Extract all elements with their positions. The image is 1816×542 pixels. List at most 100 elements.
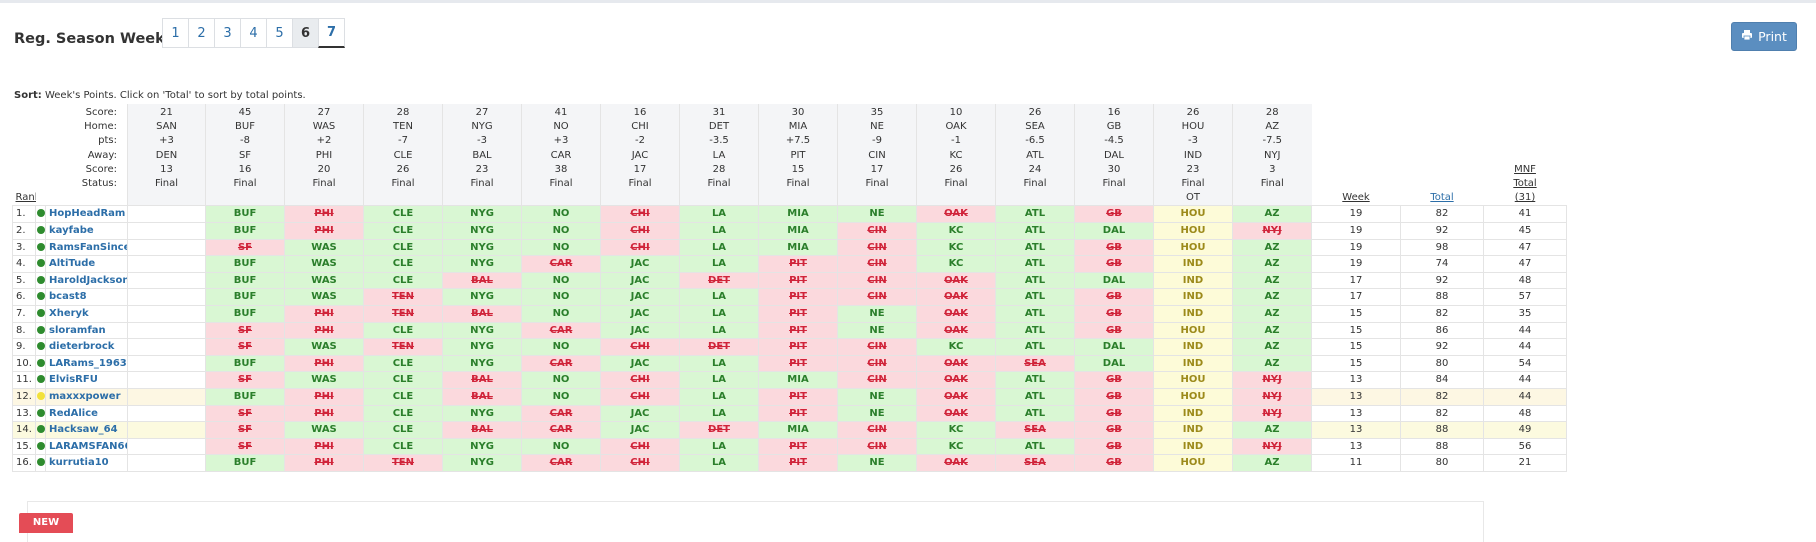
game-status2 — [129, 191, 206, 205]
game1-pick-cell — [127, 238, 206, 257]
player-name-link[interactable]: ElvisRFU — [45, 371, 128, 389]
player-name-link[interactable]: Hacksaw_64 — [45, 421, 128, 439]
pick-cell: IND — [1153, 255, 1233, 273]
game-status: Final — [1023, 178, 1047, 190]
game-header-13: 16 GB -4.5 DAL 30 Final — [1074, 104, 1154, 206]
pick-cell: CHI — [600, 371, 680, 389]
new-badge: NEW — [19, 513, 73, 533]
pick-cell: PHI — [284, 437, 364, 456]
player-name-link[interactable]: LARAMSFAN66 — [45, 437, 128, 456]
pick-cell: CHI — [600, 437, 680, 456]
week-selector-label: Reg. Season Week: — [14, 31, 171, 47]
week-points: 19 — [1311, 222, 1401, 240]
pick-cell: CLE — [363, 437, 443, 456]
total-sort-link[interactable]: Total — [1430, 192, 1454, 204]
pick-cell: CIN — [837, 238, 917, 257]
status-dot-cell — [35, 371, 46, 389]
pick-cell: AZ — [1232, 304, 1312, 323]
week-tab-1[interactable]: 1 — [162, 18, 189, 48]
week-tab-3[interactable]: 3 — [214, 18, 241, 48]
pick-cell: AZ — [1232, 238, 1312, 257]
total-points: 92 — [1400, 338, 1484, 356]
mnf-total: 44 — [1483, 371, 1567, 389]
pick-cell: LA — [679, 255, 759, 273]
week-points: 15 — [1311, 338, 1401, 356]
game-hs: 31 — [712, 107, 726, 118]
row-label-away: Away: — [87, 149, 117, 161]
week-tab-4[interactable]: 4 — [240, 18, 267, 48]
player-name-link[interactable]: dieterbrock — [45, 338, 128, 356]
pick-cell: ATL — [995, 387, 1075, 406]
pick-cell: IND — [1153, 338, 1233, 356]
week-tab-5[interactable]: 5 — [266, 18, 293, 48]
total-points: 82 — [1400, 304, 1484, 323]
pick-cell: PIT — [758, 387, 838, 406]
week-tab-2[interactable]: 2 — [188, 18, 215, 48]
row-label-score-home: Score: — [85, 107, 117, 118]
pick-cell: LA — [679, 354, 759, 373]
week-points: 19 — [1311, 255, 1401, 273]
pick-cell: WAS — [284, 255, 364, 273]
pick-cell: PIT — [758, 338, 838, 356]
pick-cell: WAS — [284, 271, 364, 290]
week-points: 11 — [1311, 454, 1401, 472]
week-points: 17 — [1311, 271, 1401, 290]
player-name-link[interactable]: Xheryk — [45, 304, 128, 323]
week-tab-7[interactable]: 7 — [318, 18, 345, 48]
player-name-header: Player Name — [46, 191, 118, 205]
game-pts: -1 — [951, 135, 961, 147]
pick-cell: DAL — [1074, 222, 1154, 240]
mnf-total: 48 — [1483, 271, 1567, 290]
status-dot-header — [35, 104, 46, 206]
game-home: NYG — [471, 121, 493, 133]
game-status: Final — [312, 178, 336, 190]
pick-cell: NYG — [442, 288, 522, 306]
game-status: Final — [391, 178, 415, 190]
total-points: 74 — [1400, 255, 1484, 273]
pick-cell: BAL — [442, 371, 522, 389]
player-name-link[interactable]: LARams_1963 — [45, 354, 128, 373]
game-as: 3 — [1269, 163, 1276, 175]
player-row: 7. Xheryk BUF PHI TEN BAL NO JAC LA PIT NE OAK ATL GB… — [12, 304, 1567, 323]
player-name-link[interactable]: RamsFanSince82 — [45, 238, 128, 257]
player-name-link[interactable]: AltiTude — [45, 255, 128, 273]
week-header[interactable]: Week — [1342, 192, 1370, 204]
player-name-link[interactable]: maxxxpower — [45, 387, 128, 406]
pick-cell: KC — [916, 255, 996, 273]
pick-cell: SF — [205, 404, 285, 423]
game-hs: 41 — [554, 107, 568, 118]
player-name-link[interactable]: bcast8 — [45, 288, 128, 306]
status-dot-cell — [35, 238, 46, 257]
mnf-total: 45 — [1483, 222, 1567, 240]
player-name-link[interactable]: RedAlice — [45, 404, 128, 423]
player-name-link[interactable]: kurrutia10 — [45, 454, 128, 472]
game-status: Final — [233, 178, 257, 190]
game-pts: +2 — [316, 135, 332, 147]
game-status2 — [760, 191, 838, 205]
player-name-link[interactable]: HopHeadRam — [45, 205, 128, 224]
pick-cell: PIT — [758, 304, 838, 323]
player-name-link[interactable]: HaroldJackson29 — [45, 271, 128, 290]
pick-cell: NO — [521, 387, 601, 406]
pick-cell: NO — [521, 304, 601, 323]
pick-cell: ATL — [995, 238, 1075, 257]
game-status2 — [1234, 191, 1312, 205]
player-name-link[interactable]: sloramfan — [45, 321, 128, 340]
week-tab-6[interactable]: 6 — [292, 18, 319, 48]
game-hs: 28 — [396, 107, 410, 118]
game-status2 — [523, 191, 601, 205]
pick-cell: ATL — [995, 304, 1075, 323]
week-header-cell: Week — [1311, 104, 1401, 206]
game1-pick-cell — [127, 304, 206, 323]
player-name-link[interactable]: kayfabe — [45, 222, 128, 240]
pick-cell: SF — [205, 238, 285, 257]
pick-cell: MIA — [758, 371, 838, 389]
pick-cell: LA — [679, 371, 759, 389]
print-button[interactable]: Print — [1731, 22, 1797, 51]
game-home: SAN — [156, 121, 177, 133]
mnf-header-mnf-line1: MNF — [1514, 163, 1536, 175]
game-pts: -7 — [398, 135, 408, 147]
game-home: BUF — [235, 121, 255, 133]
game-hs: 45 — [238, 107, 252, 118]
mnf-total: 57 — [1483, 288, 1567, 306]
